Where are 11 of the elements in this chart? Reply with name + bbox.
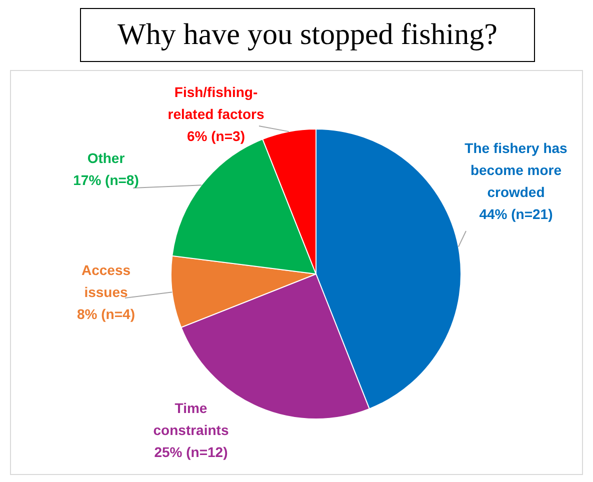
data-label: 8% (n=4): [77, 306, 135, 322]
data-label: 6% (n=3): [187, 128, 245, 144]
data-label: 44% (n=21): [479, 206, 553, 222]
slice-label: Other: [87, 150, 126, 166]
slice-label: Time constraints: [153, 400, 229, 438]
slice-label: Fish/fishing-related factors: [168, 84, 264, 122]
data-label: 17% (n=8): [73, 172, 139, 188]
chart-title: Why have you stopped fishing?: [80, 8, 535, 62]
slice-label: Access issues: [81, 262, 131, 300]
slice-label: The fishery has become more crowded: [464, 140, 568, 200]
data-label: 25% (n=12): [154, 444, 228, 460]
